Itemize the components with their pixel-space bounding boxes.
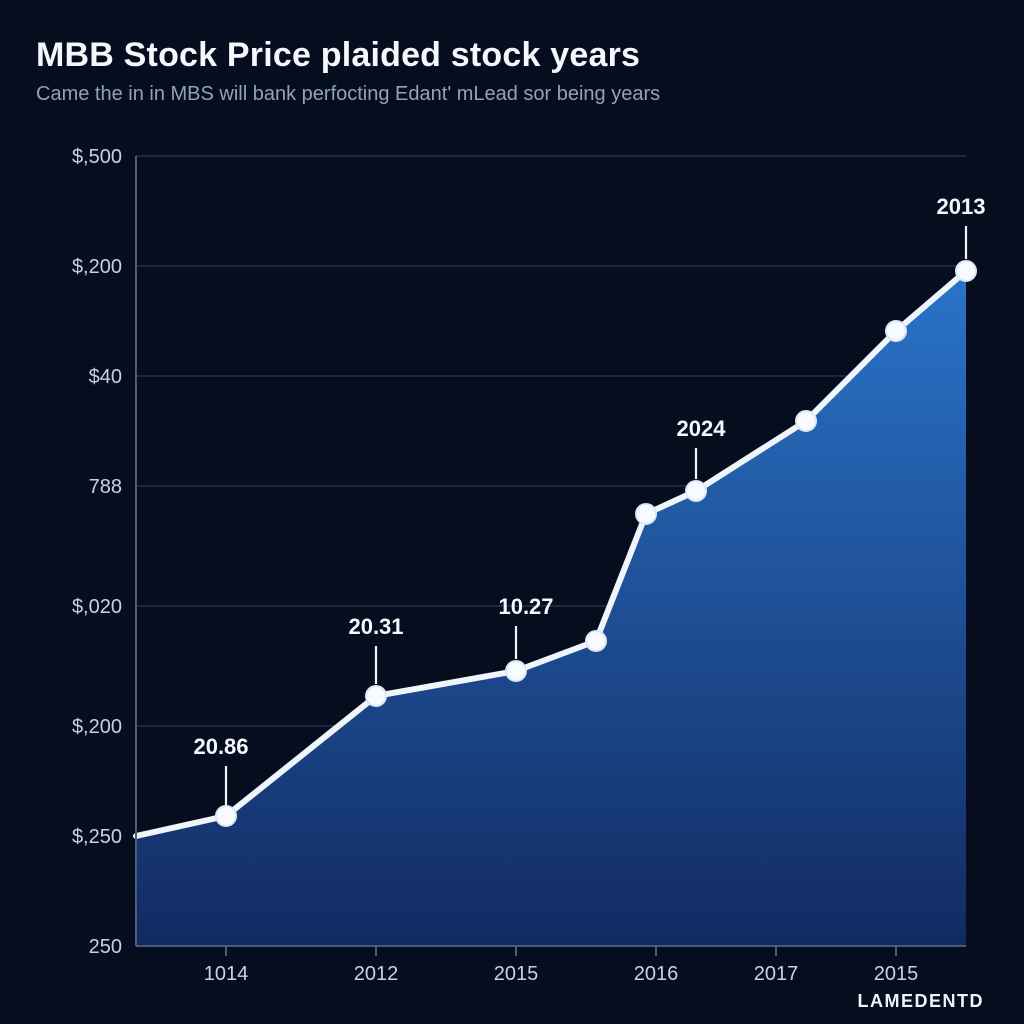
- y-tick-label: $40: [89, 366, 122, 388]
- callout-label: 2013: [937, 194, 986, 219]
- watermark-label: LAMEDENTD: [858, 991, 985, 1012]
- y-tick-label: $,200: [72, 716, 122, 738]
- x-tick-label: 2012: [354, 963, 399, 985]
- x-tick-label: 2015: [494, 963, 539, 985]
- chart-area: $,500 $,200 $40 788 $,020 $,200 $,250 250 20.86…: [36, 136, 988, 1006]
- data-point-marker: [366, 686, 386, 706]
- area-chart-svg: $,500 $,200 $40 788 $,020 $,200 $,250 250 20.86…: [36, 136, 988, 1006]
- data-point-marker: [636, 504, 656, 524]
- data-point-marker: [956, 261, 976, 281]
- x-tick-label: 2017: [754, 963, 799, 985]
- x-tick-label: 1014: [204, 963, 249, 985]
- data-point-marker: [886, 321, 906, 341]
- y-axis-ticks: $,500 $,200 $40 788 $,020 $,200 $,250 250: [72, 146, 122, 958]
- data-point-marker: [216, 806, 236, 826]
- y-tick-label: $,500: [72, 146, 122, 168]
- callout-label: 20.31: [348, 614, 403, 639]
- data-point-marker: [506, 661, 526, 681]
- y-tick-label: $,250: [72, 826, 122, 848]
- callout-label: 10.27: [498, 594, 553, 619]
- page-subtitle: Came the in in MBS will bank perfocting …: [36, 83, 988, 106]
- x-tick-label: 2016: [634, 963, 679, 985]
- y-tick-label: $,200: [72, 256, 122, 278]
- y-tick-label: 250: [89, 936, 122, 958]
- data-point-marker: [796, 411, 816, 431]
- x-axis-ticks: 1014 2012 2015 2016 2017 2015: [204, 946, 919, 985]
- chart-card: MBB Stock Price plaided stock years Came…: [0, 0, 1024, 1024]
- y-tick-label: $,020: [72, 596, 122, 618]
- callout-label: 2024: [677, 416, 727, 441]
- x-tick-label: 2015: [874, 963, 919, 985]
- data-point-marker: [586, 631, 606, 651]
- page-title: MBB Stock Price plaided stock years: [36, 36, 988, 75]
- callout-label: 20.86: [193, 734, 248, 759]
- y-tick-label: 788: [89, 476, 122, 498]
- data-point-marker: [686, 481, 706, 501]
